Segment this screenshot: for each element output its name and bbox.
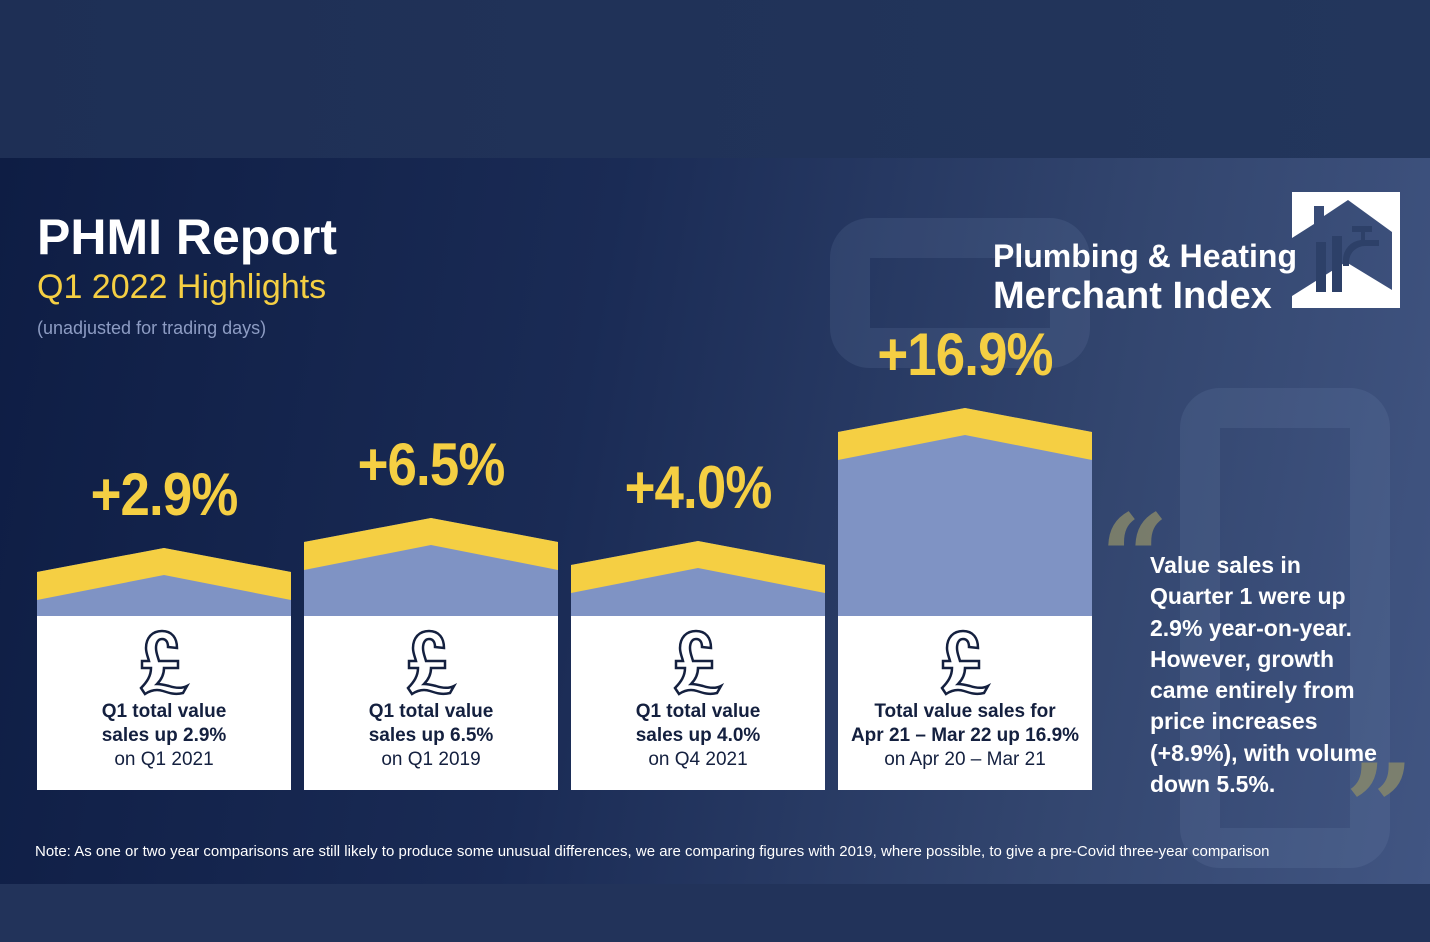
top-band xyxy=(0,0,1430,158)
roof-bar xyxy=(304,518,558,616)
card-line2: sales up 4.0% xyxy=(635,725,761,746)
pound-icon xyxy=(673,629,725,696)
card-line1: Q1 total value xyxy=(635,701,761,722)
close-quote-icon: ” xyxy=(1345,738,1415,879)
logo-line1: Plumbing & Heating xyxy=(993,238,1297,274)
stat-card: Q1 total value sales up 6.5% on Q1 2019 xyxy=(304,616,558,790)
card-line3: on Q4 2021 xyxy=(648,749,748,770)
roof-bar xyxy=(571,541,825,616)
pound-icon xyxy=(406,629,458,696)
bottom-band xyxy=(0,884,1430,942)
roof-blue xyxy=(838,408,1092,616)
card-line2: Apr 21 – Mar 22 up 16.9% xyxy=(850,725,1080,746)
logo-line2: Merchant Index xyxy=(993,275,1272,317)
card-line3: on Q1 2019 xyxy=(381,749,481,770)
roof-yellow xyxy=(838,408,1092,460)
roof-yellow xyxy=(304,518,558,570)
card-line1: Q1 total value xyxy=(368,701,494,722)
percent-label: +4.0% xyxy=(624,454,773,521)
card-line2: sales up 2.9% xyxy=(101,725,227,746)
page-title: PHMI Report xyxy=(37,209,337,265)
house-tap-icon xyxy=(1292,192,1400,308)
percent-label: +16.9% xyxy=(877,321,1053,388)
roof-yellow xyxy=(571,541,825,593)
quote-text: Value sales in Quarter 1 were up 2.9% ye… xyxy=(1150,552,1377,798)
pound-icon xyxy=(940,629,992,696)
card-line2: sales up 6.5% xyxy=(368,725,494,746)
roof-yellow xyxy=(37,548,291,600)
caption: (unadjusted for trading days) xyxy=(37,318,267,338)
page-subtitle: Q1 2022 Highlights xyxy=(37,268,327,306)
percent-label: +6.5% xyxy=(357,431,506,498)
infographic: PHMI Report Q1 2022 Highlights (unadjust… xyxy=(0,158,1430,884)
stat-card: Q1 total value sales up 2.9% on Q1 2021 xyxy=(37,616,291,790)
pound-icon xyxy=(139,629,191,696)
card-line3: on Apr 20 – Mar 21 xyxy=(884,749,1046,770)
roof-bar xyxy=(838,408,1092,616)
footnote: Note: As one or two year comparisons are… xyxy=(35,843,1270,860)
pipe-decoration xyxy=(1180,388,1390,868)
pipe-decoration xyxy=(830,218,1090,368)
card-line1: Q1 total value xyxy=(101,701,227,722)
stat-card: Total value sales for Apr 21 – Mar 22 up… xyxy=(838,616,1092,790)
open-quote-icon: “ xyxy=(1100,488,1170,629)
card-line1: Total value sales for xyxy=(874,701,1056,722)
logo: Plumbing & Heating Merchant Index xyxy=(993,236,1297,316)
percent-label: +2.9% xyxy=(90,461,239,528)
card-line3: on Q1 2021 xyxy=(114,749,214,770)
roof-bar xyxy=(37,548,291,616)
stat-card: Q1 total value sales up 4.0% on Q4 2021 xyxy=(571,616,825,790)
